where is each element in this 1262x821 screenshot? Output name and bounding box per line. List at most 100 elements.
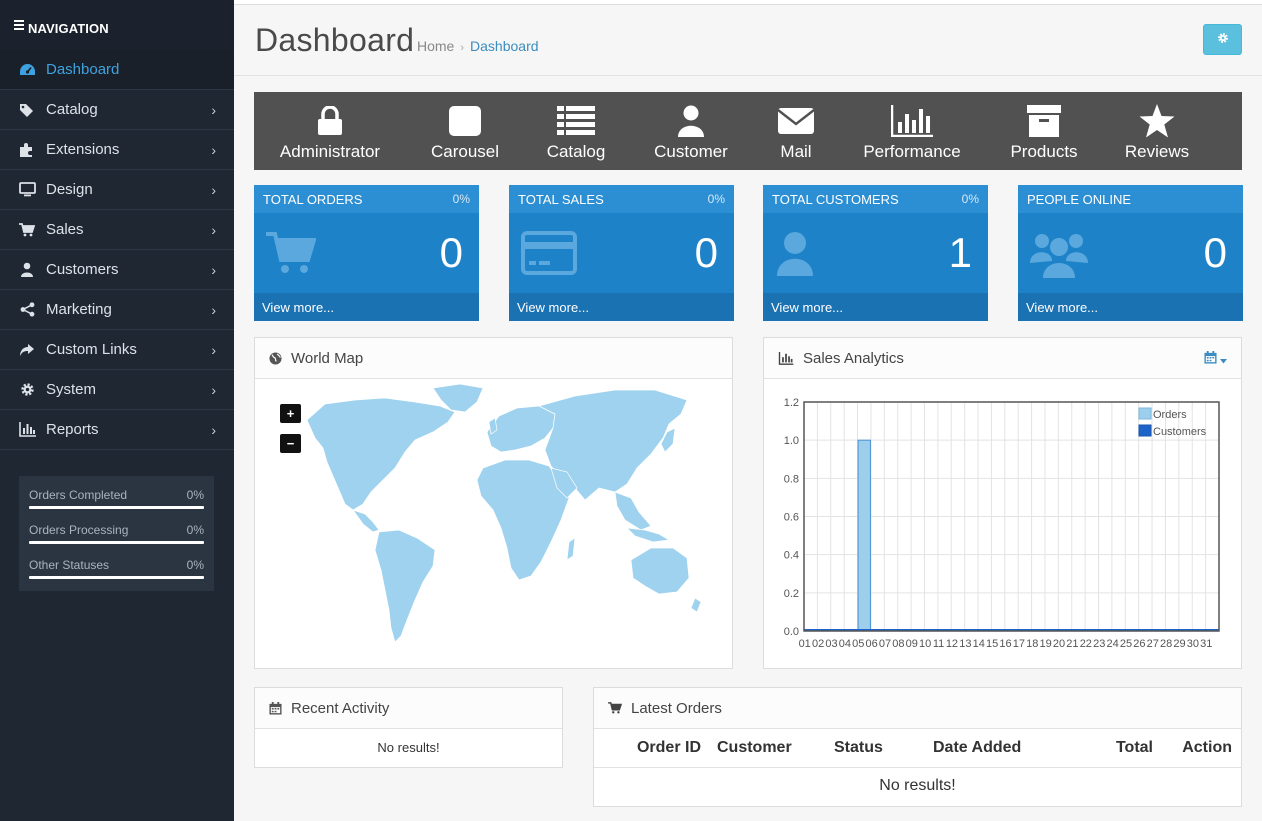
column-action[interactable]: Action (1160, 729, 1241, 768)
orders-table: Order ID Customer Status Date Added Tota… (594, 729, 1241, 805)
shortcut-performance[interactable]: Performance (838, 92, 986, 170)
column-date-added[interactable]: Date Added (907, 729, 1047, 768)
tile-view-more-link[interactable]: View more... (1018, 293, 1243, 321)
breadcrumb-current[interactable]: Dashboard (470, 38, 539, 54)
tile-value: 0 (439, 229, 463, 276)
x-tick-label: 16 (999, 638, 1011, 650)
tile-title: TOTAL CUSTOMERS (772, 192, 899, 207)
column-status[interactable]: Status (817, 729, 907, 768)
sidebar-item-customers[interactable]: Customers › (0, 250, 234, 290)
sidebar-item-reports[interactable]: Reports › (0, 410, 234, 450)
shortcut-label: Customer (654, 142, 728, 161)
user-icon (18, 262, 36, 278)
x-tick-label: 20 (1053, 638, 1065, 650)
sidebar-item-label: Sales (46, 221, 84, 238)
chevron-right-icon: › (211, 182, 216, 198)
menu-bars-icon[interactable] (14, 20, 24, 32)
sidebar-item-design[interactable]: Design › (0, 170, 234, 210)
map-indonesia (626, 527, 671, 543)
share-icon (18, 302, 36, 318)
sidebar-item-label: Custom Links (46, 341, 137, 358)
bar-chart-icon (778, 351, 794, 365)
x-tick-label: 04 (839, 638, 851, 650)
x-tick-label: 18 (1026, 638, 1038, 650)
shortcut-mail[interactable]: Mail (754, 92, 838, 170)
square-icon (449, 102, 481, 140)
y-tick-label: 1.0 (784, 435, 799, 447)
x-tick-label: 26 (1133, 638, 1145, 650)
calendar-icon (1204, 351, 1217, 368)
sidebar-item-sales[interactable]: Sales › (0, 210, 234, 250)
shortcut-catalog[interactable]: Catalog (524, 92, 628, 170)
legend-customers-label: Customers (1153, 426, 1207, 438)
table-row: No results! (594, 767, 1241, 805)
sidebar-item-system[interactable]: System › (0, 370, 234, 410)
map-south-america (374, 529, 436, 643)
x-tick-label: 29 (1173, 638, 1185, 650)
puzzle-icon (18, 142, 36, 158)
sidebar-item-label: Extensions (46, 141, 120, 158)
sidebar-item-extensions[interactable]: Extensions › (0, 130, 234, 170)
x-tick-label: 31 (1200, 638, 1212, 650)
chevron-right-icon: › (211, 102, 216, 118)
sidebar-item-catalog[interactable]: Catalog › (0, 90, 234, 130)
date-range-dropdown[interactable] (1204, 351, 1227, 368)
column-total[interactable]: Total (1047, 729, 1160, 768)
archive-icon (1027, 102, 1061, 140)
sidebar-item-label: Design (46, 181, 93, 198)
shortcut-carousel[interactable]: Carousel (406, 92, 524, 170)
sidebar-item-marketing[interactable]: Marketing › (0, 290, 234, 330)
tile-view-more-link[interactable]: View more... (763, 293, 988, 321)
stat-label: Orders Processing (29, 523, 129, 537)
legend-orders-label: Orders (1153, 409, 1187, 421)
tile-value: 1 (948, 229, 972, 276)
x-tick-label: 05 (852, 638, 864, 650)
chevron-right-icon: › (211, 222, 216, 238)
stat-value: 0% (186, 488, 204, 502)
tile-title: PEOPLE ONLINE (1027, 192, 1132, 207)
shortcut-reviews[interactable]: Reviews (1102, 92, 1212, 170)
shortcut-products[interactable]: Products (986, 92, 1102, 170)
x-tick-label: 13 (959, 638, 971, 650)
column-order-id[interactable]: Order ID (594, 729, 707, 768)
map-madagascar (566, 537, 576, 561)
stat-progress-bar (29, 576, 204, 579)
sidebar-item-dashboard[interactable]: Dashboard (0, 50, 234, 90)
tile-view-more-link[interactable]: View more... (509, 293, 734, 321)
stat-label: Orders Completed (29, 488, 128, 502)
breadcrumb-home[interactable]: Home (417, 38, 455, 54)
x-tick-label: 15 (986, 638, 998, 650)
shortcut-bar: Administrator Carousel Catalog Customer … (254, 92, 1242, 170)
bar-chart-icon (891, 102, 933, 140)
map-new-zealand (690, 597, 702, 613)
nav-header[interactable]: NAVIGATION (0, 0, 234, 50)
sidebar-item-custom-links[interactable]: Custom Links › (0, 330, 234, 370)
panel-header: World Map (255, 338, 732, 379)
recent-activity-panel: Recent Activity No results! (254, 687, 563, 768)
shortcut-customer[interactable]: Customer (628, 92, 754, 170)
shortcut-label: Performance (863, 142, 961, 161)
tile-view-more-link[interactable]: View more... (254, 293, 479, 321)
sales-analytics-panel: Sales Analytics 0.0 0.2 0.4 0.6 0.8 1.0 1.2 01… (763, 337, 1242, 669)
y-tick-label: 0.0 (784, 626, 799, 638)
sidebar-item-label: Marketing (46, 301, 112, 318)
settings-button[interactable] (1203, 24, 1242, 55)
stat-progress-bar (29, 541, 204, 544)
x-tick-label: 14 (973, 638, 985, 650)
bar-chart-icon (18, 422, 36, 438)
x-tick-label: 30 (1187, 638, 1199, 650)
map-zoom-out-button[interactable]: − (280, 434, 301, 453)
tile-total-customers: TOTAL CUSTOMERS 0% 1 View more... (763, 185, 988, 321)
shortcut-administrator[interactable]: Administrator (254, 92, 406, 170)
world-map[interactable] (255, 380, 732, 668)
column-customer[interactable]: Customer (707, 729, 817, 768)
x-tick-label: 24 (1106, 638, 1118, 650)
x-tick-label: 22 (1080, 638, 1092, 650)
chart-bars (804, 439, 1219, 632)
map-zoom-in-button[interactable]: + (280, 404, 301, 423)
panel-header: Sales Analytics (764, 338, 1241, 379)
sidebar-item-label: Reports (46, 421, 99, 438)
legend-orders-swatch (1138, 407, 1152, 420)
lock-icon (317, 102, 343, 140)
map-asia (538, 389, 688, 501)
